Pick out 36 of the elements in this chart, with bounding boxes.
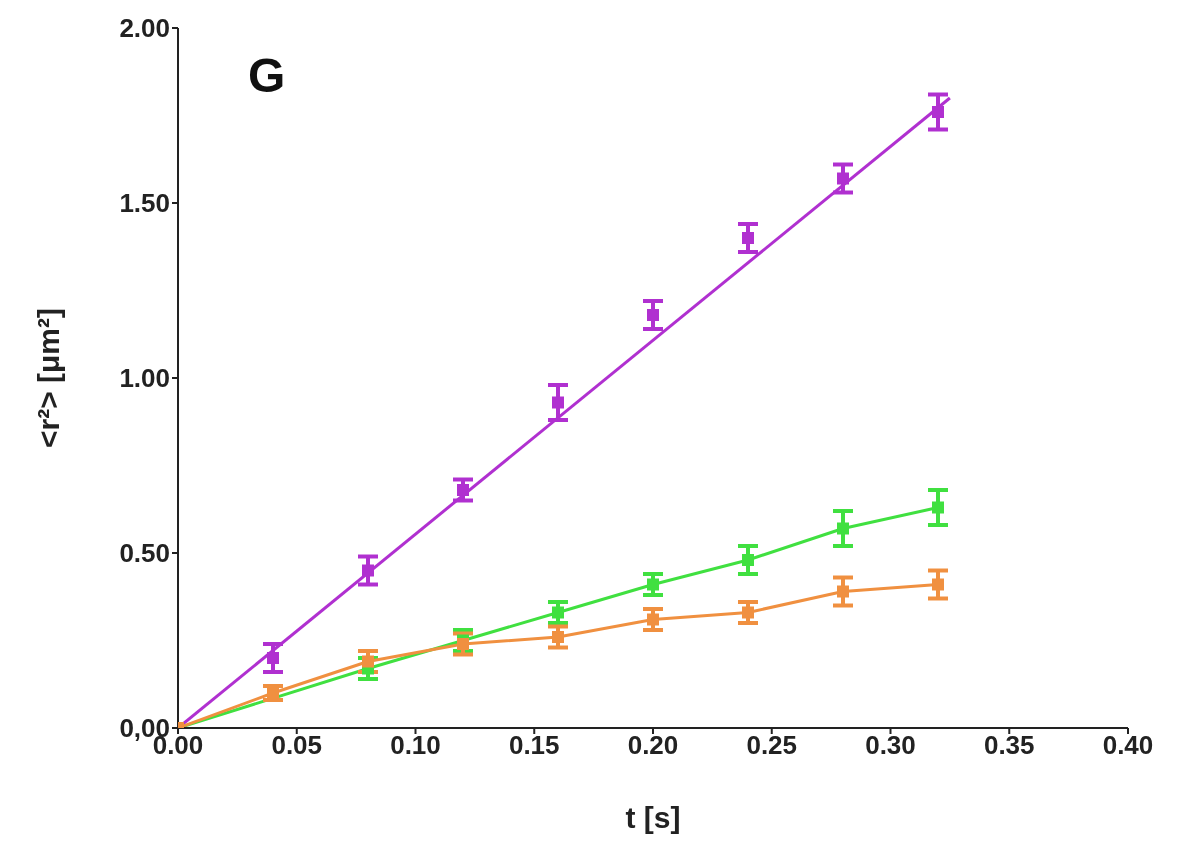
x-axis-title: t [s]: [625, 801, 681, 834]
point: [362, 655, 374, 668]
x-tick-label: 0.15: [508, 730, 560, 761]
point: [552, 396, 564, 409]
point: [647, 578, 659, 591]
x-tick-label: 0.20: [627, 730, 679, 761]
y-tick-label: 2.00: [119, 13, 170, 44]
y-tick-label: 1.00: [119, 363, 170, 394]
point: [837, 172, 849, 185]
point: [457, 484, 469, 496]
x-tick-label: 0.10: [390, 730, 441, 761]
point: [837, 522, 849, 535]
point: [267, 687, 279, 699]
point: [457, 638, 469, 650]
point: [742, 554, 754, 566]
point: [647, 613, 659, 626]
point: [552, 631, 564, 643]
point: [932, 106, 944, 118]
x-tick-label: 0.05: [271, 730, 323, 761]
x-tick-label: 0.25: [746, 730, 798, 761]
point: [837, 585, 849, 598]
point: [742, 232, 754, 244]
y-tick-label: 0.50: [119, 538, 170, 569]
y-tick-label: 1.50: [119, 188, 170, 219]
x-tick-label: 0.35: [983, 730, 1035, 761]
x-tick-label: 0.30: [865, 730, 916, 761]
point: [552, 606, 564, 619]
point: [932, 501, 944, 514]
point: [932, 578, 944, 591]
point: [647, 309, 659, 321]
x-tick-label: 0.40: [1102, 730, 1154, 761]
y-axis-title: <r²> [μm²]: [31, 307, 65, 449]
point: [362, 564, 374, 577]
point: [742, 606, 754, 619]
annotation: G: [248, 48, 286, 103]
point: [267, 652, 279, 664]
